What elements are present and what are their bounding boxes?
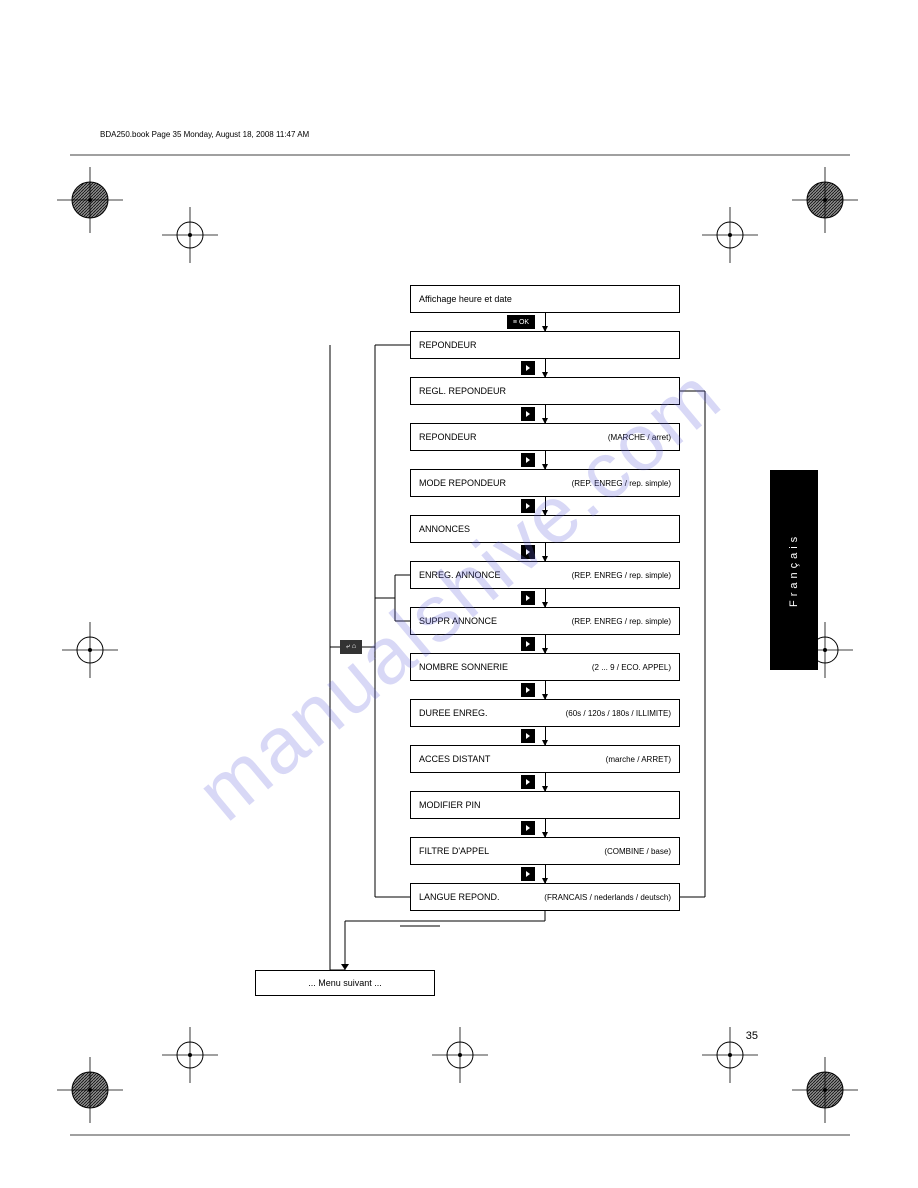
return-home-button-icon: ⤶ ⌂: [340, 640, 362, 654]
flow-box-label: REPONDEUR: [419, 432, 477, 442]
play-button-icon: [521, 867, 535, 881]
flow-box: LANGUE REPOND. (FRANCAIS / nederlands / d…: [410, 883, 680, 911]
page-number: 35: [746, 1030, 758, 1042]
flow-box-value: (FRANCAIS / nederlands / deutsch): [544, 893, 671, 902]
flow-box-label: ENREG. ANNONCE: [419, 570, 501, 580]
flow-box-label: MODE REPONDEUR: [419, 478, 506, 488]
flow-arrow-down: [545, 727, 546, 745]
flow-arrow-down: [545, 865, 546, 883]
flow-box: Affichage heure et date: [410, 285, 680, 313]
flow-box: REGL. REPONDEUR: [410, 377, 680, 405]
flowchart-container: Affichage heure et date ≡ OK REPONDEUR REGL…: [410, 285, 690, 911]
flow-box: REPONDEUR: [410, 331, 680, 359]
flow-arrow-down: [545, 451, 546, 469]
play-button-icon: [521, 545, 535, 559]
flow-box: MODE REPONDEUR (REP. ENREG / rep. simple): [410, 469, 680, 497]
flow-box-label: ACCES DISTANT: [419, 754, 490, 764]
flow-box-label: NOMBRE SONNERIE: [419, 662, 508, 672]
flow-box: SUPPR ANNONCE (REP. ENREG / rep. simple): [410, 607, 680, 635]
play-button-icon: [521, 775, 535, 789]
flow-final-label: ... Menu suivant ...: [308, 978, 382, 988]
flow-box: ACCES DISTANT (marche / ARRET): [410, 745, 680, 773]
flow-arrow-down: [545, 635, 546, 653]
flow-box: REPONDEUR (MARCHE / arret): [410, 423, 680, 451]
flow-box-value: (REP. ENREG / rep. simple): [572, 571, 671, 580]
flow-box-value: (COMBINE / base): [604, 847, 671, 856]
flow-box: ENREG. ANNONCE (REP. ENREG / rep. simple): [410, 561, 680, 589]
play-button-icon: [521, 821, 535, 835]
flow-box-label: REGL. REPONDEUR: [419, 386, 506, 396]
play-button-icon: [521, 729, 535, 743]
flow-box: MODIFIER PIN: [410, 791, 680, 819]
flow-box: ANNONCES: [410, 515, 680, 543]
play-button-icon: [521, 591, 535, 605]
flow-arrow-down: [545, 543, 546, 561]
flow-box-label: LANGUE REPOND.: [419, 892, 500, 902]
language-tab: Français: [770, 470, 818, 670]
flow-box: DUREE ENREG. (60s / 120s / 180s / ILLIMIT…: [410, 699, 680, 727]
flow-arrow-down: ≡ OK: [545, 313, 546, 331]
flow-box-label: DUREE ENREG.: [419, 708, 488, 718]
flow-box-label: FILTRE D'APPEL: [419, 846, 489, 856]
ok-button-icon: ≡ OK: [507, 315, 535, 329]
flow-box-value: (REP. ENREG / rep. simple): [572, 479, 671, 488]
flow-box-value: (marche / ARRET): [606, 755, 671, 764]
flow-box-label: SUPPR ANNONCE: [419, 616, 497, 626]
flow-arrow-down: [545, 405, 546, 423]
flow-box-value: (MARCHE / arret): [608, 433, 671, 442]
flow-box-label: REPONDEUR: [419, 340, 477, 350]
play-button-icon: [521, 683, 535, 697]
play-button-icon: [521, 407, 535, 421]
flow-arrow-down: [545, 773, 546, 791]
flow-arrow-down: [545, 681, 546, 699]
play-button-icon: [521, 361, 535, 375]
header-filename: BDA250.book Page 35 Monday, August 18, 2…: [100, 130, 309, 139]
flow-box-label: MODIFIER PIN: [419, 800, 481, 810]
play-button-icon: [521, 499, 535, 513]
flow-box: NOMBRE SONNERIE (2 ... 9 / ECO. APPEL): [410, 653, 680, 681]
flow-box-value: (REP. ENREG / rep. simple): [572, 617, 671, 626]
flow-arrow-down: [545, 359, 546, 377]
flow-box-label: Affichage heure et date: [419, 294, 512, 304]
flow-box-value: (2 ... 9 / ECO. APPEL): [592, 663, 671, 672]
play-button-icon: [521, 637, 535, 651]
play-button-icon: [521, 453, 535, 467]
flow-arrow-down: [545, 497, 546, 515]
flow-arrow-down: [545, 589, 546, 607]
flow-box-label: ANNONCES: [419, 524, 470, 534]
flow-arrow-down: [545, 819, 546, 837]
flow-box-value: (60s / 120s / 180s / ILLIMITE): [566, 709, 671, 718]
flow-box: FILTRE D'APPEL (COMBINE / base): [410, 837, 680, 865]
flow-final-box: ... Menu suivant ...: [255, 970, 435, 996]
